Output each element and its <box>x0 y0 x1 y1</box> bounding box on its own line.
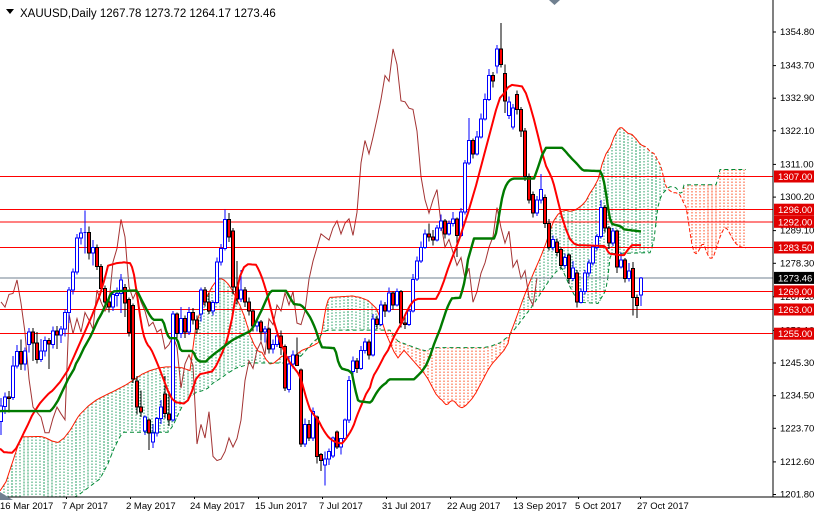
svg-text:1283.50: 1283.50 <box>778 243 812 254</box>
svg-text:7 Apr 2017: 7 Apr 2017 <box>62 501 108 512</box>
svg-text:1322.10: 1322.10 <box>780 126 814 137</box>
svg-text:1223.70: 1223.70 <box>780 423 814 434</box>
svg-text:1292.00: 1292.00 <box>778 217 812 228</box>
svg-text:22 Aug 2017: 22 Aug 2017 <box>447 501 500 512</box>
svg-text:1311.00: 1311.00 <box>780 159 814 170</box>
svg-text:2 May 2017: 2 May 2017 <box>126 501 176 512</box>
svg-text:1354.80: 1354.80 <box>780 27 814 38</box>
svg-text:1343.70: 1343.70 <box>780 61 814 72</box>
svg-text:1269.00: 1269.00 <box>778 287 812 298</box>
svg-text:5 Oct 2017: 5 Oct 2017 <box>575 501 621 512</box>
svg-text:1263.00: 1263.00 <box>778 305 812 316</box>
svg-text:1234.50: 1234.50 <box>780 391 814 402</box>
svg-text:31 Jul 2017: 31 Jul 2017 <box>382 501 431 512</box>
svg-text:24 May 2017: 24 May 2017 <box>190 501 245 512</box>
svg-text:1332.90: 1332.90 <box>780 93 814 104</box>
svg-text:1273.46: 1273.46 <box>778 273 812 284</box>
svg-text:13 Sep 2017: 13 Sep 2017 <box>513 501 567 512</box>
svg-text:1296.00: 1296.00 <box>778 205 812 216</box>
svg-text:7 Jul 2017: 7 Jul 2017 <box>319 501 363 512</box>
svg-text:1255.00: 1255.00 <box>778 329 812 340</box>
svg-text:1307.00: 1307.00 <box>778 172 812 183</box>
svg-text:27 Oct 2017: 27 Oct 2017 <box>637 501 689 512</box>
svg-text:15 Jun 2017: 15 Jun 2017 <box>255 501 307 512</box>
svg-text:1245.30: 1245.30 <box>780 358 814 369</box>
svg-text:1300.20: 1300.20 <box>780 192 814 203</box>
svg-text:16 Mar 2017: 16 Mar 2017 <box>0 501 53 512</box>
svg-text:1201.80: 1201.80 <box>780 490 814 501</box>
svg-text:XAUUSD,Daily 1267.78 1273.72: XAUUSD,Daily 1267.78 1273.72 1264.17 127… <box>20 8 276 20</box>
svg-text:1212.60: 1212.60 <box>780 457 814 468</box>
svg-text:1278.30: 1278.30 <box>780 258 814 269</box>
svg-text:1289.10: 1289.10 <box>780 226 814 237</box>
